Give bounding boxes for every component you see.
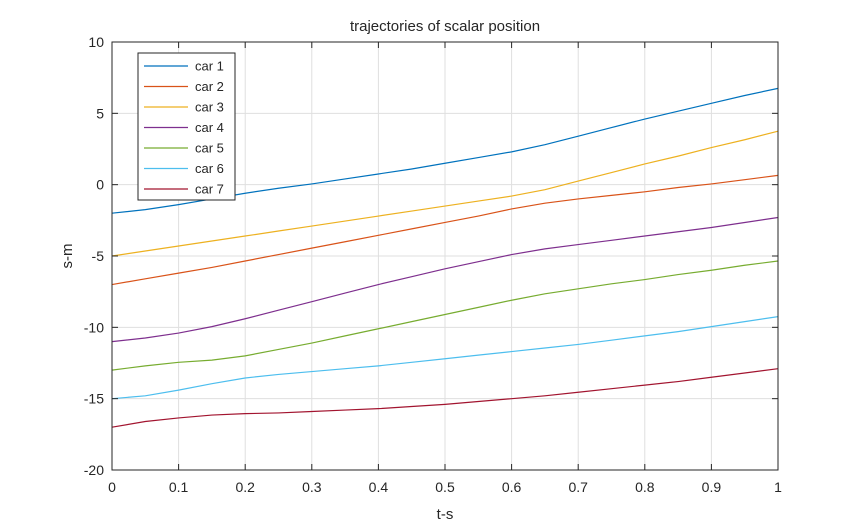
series-line-car-4 [111, 216, 779, 343]
x-tick-label: 1 [774, 479, 782, 495]
chart-title: trajectories of scalar position [350, 18, 540, 35]
series-line-car-5 [111, 260, 779, 371]
legend: car 1 car 2 car 3 car 4 car 5 car 6 car 7 [137, 52, 236, 201]
x-tick-label: 0.6 [502, 479, 522, 495]
legend-entry-label: car 4 [195, 120, 224, 135]
y-tick-label: -15 [84, 391, 104, 407]
series-line-car-2 [111, 174, 779, 286]
legend-entry-label: car 1 [195, 59, 224, 74]
legend-entry-label: car 6 [195, 161, 224, 176]
x-tick-label: 0.2 [235, 479, 255, 495]
series-line-car-3 [111, 130, 779, 257]
y-tick-label: 10 [88, 34, 104, 50]
x-tick-label: 0.1 [169, 479, 189, 495]
y-axis-label: s-m [59, 244, 76, 269]
x-tick-label: 0.8 [635, 479, 655, 495]
x-axis-label: t-s [437, 506, 454, 523]
y-tick-label: -5 [92, 248, 105, 264]
x-tick-label: 0.5 [435, 479, 455, 495]
y-tick-label: -10 [84, 319, 104, 335]
x-tick-label: 0 [108, 479, 116, 495]
legend-entry-label: car 3 [195, 100, 224, 115]
x-tick-label: 0.3 [302, 479, 322, 495]
legend-entry-label: car 2 [195, 79, 224, 94]
series-line-car-6 [111, 316, 779, 400]
legend-box [137, 52, 236, 201]
legend-entry-label: car 5 [195, 141, 224, 156]
x-tick-label: 0.9 [702, 479, 722, 495]
x-tick-label: 0.4 [369, 479, 389, 495]
y-tick-label: 0 [96, 177, 104, 193]
y-tick-label: -20 [84, 462, 104, 478]
y-tick-label: 5 [96, 105, 104, 121]
ticks: 0 0.1 0.2 0.3 0.4 0.5 0.6 0.7 0.8 0.9 1 -20 -15 -10 -5… [84, 34, 782, 495]
x-tick-label: 0.7 [568, 479, 588, 495]
series-line-car-7 [111, 368, 779, 428]
legend-entry-label: car 7 [195, 182, 224, 197]
